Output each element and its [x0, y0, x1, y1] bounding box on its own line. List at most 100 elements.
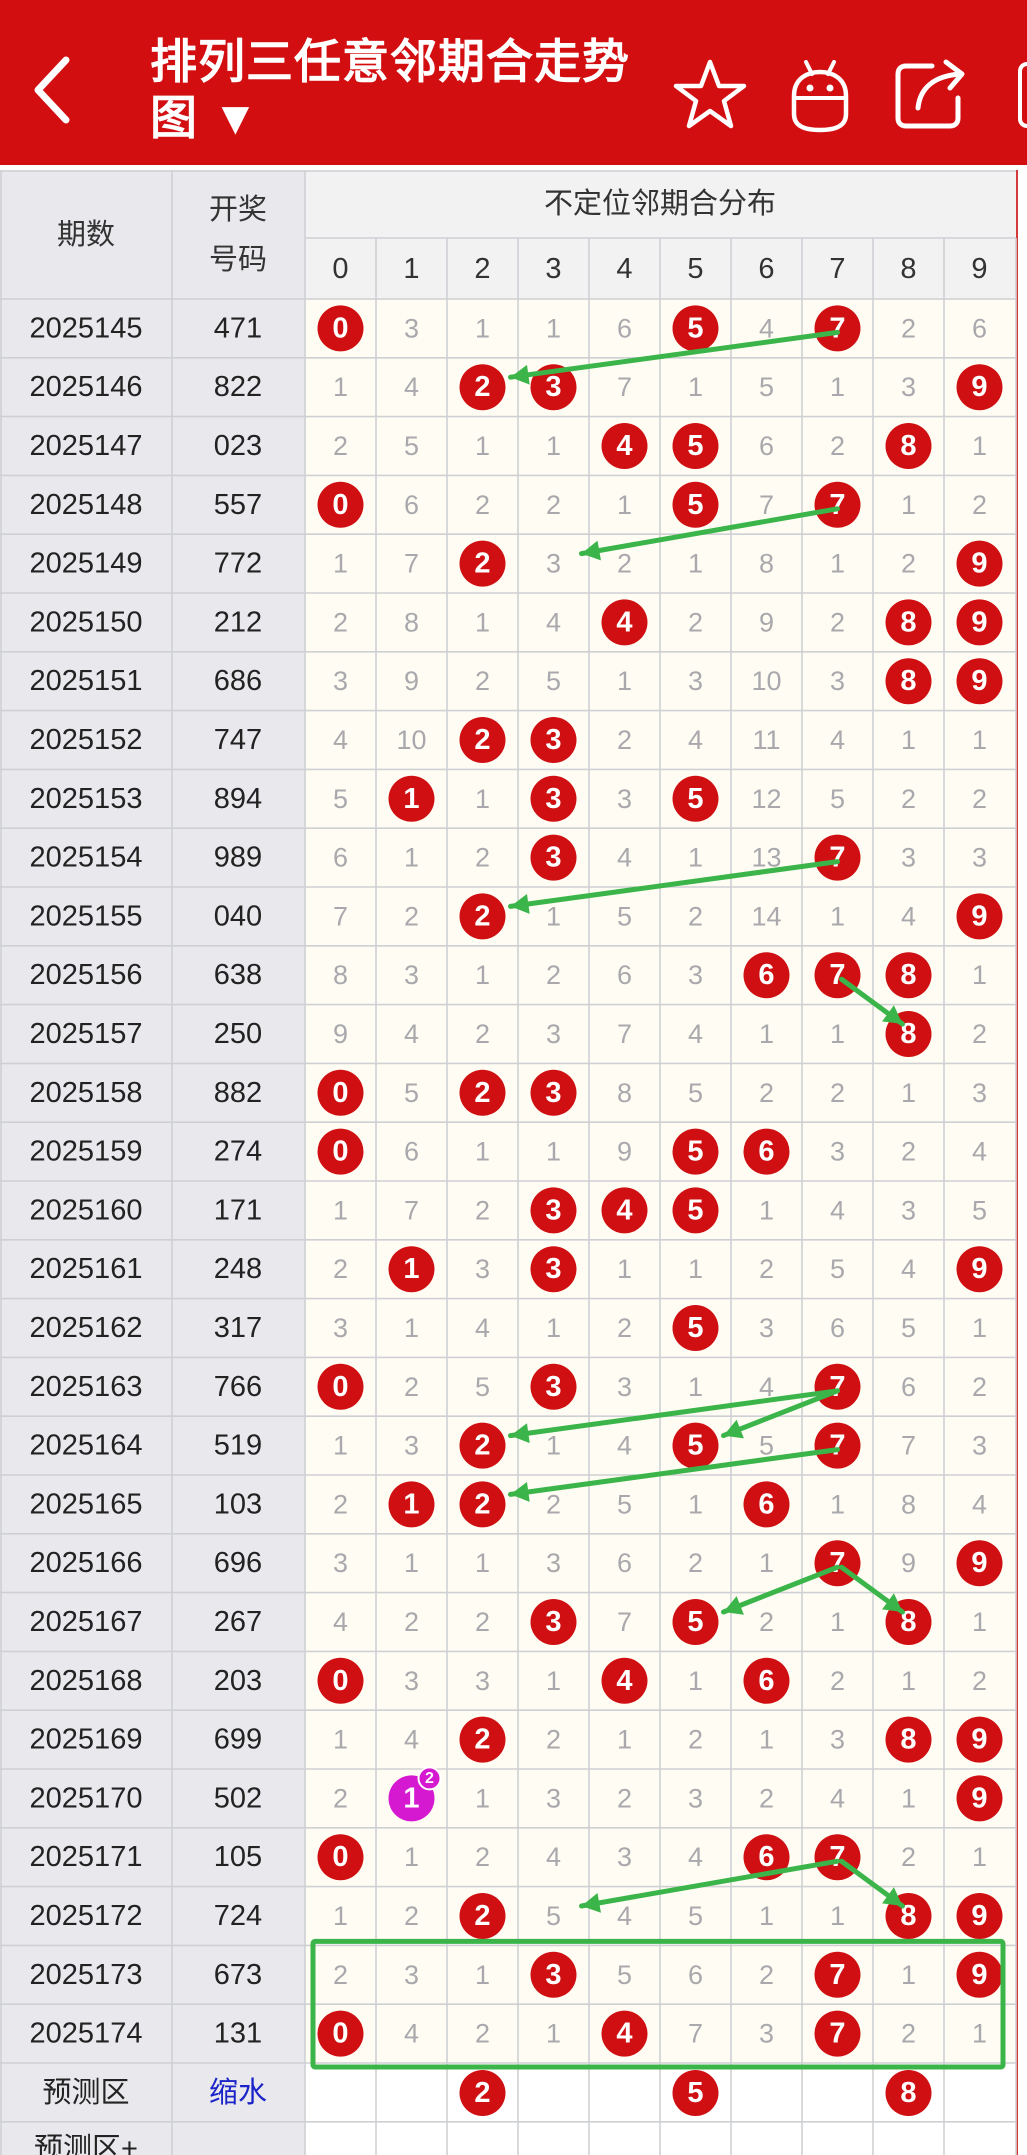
miss-count-cell: 4 — [617, 1431, 632, 1461]
hit-ball-number: 2 — [474, 1900, 490, 1932]
miss-count-cell: 2 — [972, 1372, 987, 1402]
hit-ball-number: 9 — [971, 1782, 987, 1814]
dropdown-arrow-icon[interactable]: ▼ — [212, 91, 260, 144]
prediction-ball[interactable] — [885, 2070, 932, 2116]
page-title-text: 排列三任意邻期合走势图 — [150, 35, 630, 144]
hit-ball-number: 3 — [545, 1371, 561, 1403]
hit-ball-number: 2 — [474, 724, 490, 756]
draw-number-cell: 203 — [214, 1665, 262, 1697]
miss-count-cell: 3 — [546, 1783, 561, 1813]
draw-number-cell: 103 — [214, 1488, 262, 1520]
trend-arrow-line — [508, 329, 840, 380]
page-title[interactable]: 排列三任意邻期合走势图 ▼ — [150, 34, 640, 146]
hit-ball — [317, 1069, 364, 1116]
hit-ball-number: 5 — [687, 430, 703, 462]
miss-count-cell: 9 — [901, 1548, 916, 1578]
miss-count-cell: 5 — [830, 1254, 845, 1284]
hit-ball — [317, 1834, 364, 1881]
hit-ball-number: 3 — [545, 842, 561, 874]
miss-count-cell: 5 — [688, 1078, 703, 1108]
hit-ball-number: 3 — [545, 1077, 561, 1109]
digit-header-7: 7 — [829, 253, 845, 285]
latest-draws-highlight-box — [310, 1938, 1006, 2070]
repeat-badge — [417, 1766, 442, 1791]
miss-count-cell: 2 — [333, 1783, 348, 1813]
miss-count-cell: 1 — [546, 313, 561, 343]
hit-ball-number: 9 — [971, 371, 987, 403]
table-row: 2025154 989 6 1 2 3 4 1 13 7 3 3 — [30, 834, 987, 881]
shrink-link[interactable]: 缩水 — [209, 2076, 267, 2109]
hit-ball-number: 6 — [758, 1665, 774, 1697]
miss-count-cell: 4 — [688, 1842, 703, 1872]
back-arrow-icon[interactable] — [30, 52, 74, 128]
robot-icon[interactable] — [778, 52, 862, 136]
draw-number-cell: 699 — [214, 1724, 262, 1756]
table-row: 2025174 131 0 4 2 1 4 7 3 7 2 1 — [30, 2010, 987, 2057]
issue-cell: 2025171 — [30, 1841, 143, 1873]
miss-count-cell: 3 — [830, 1725, 845, 1755]
miss-count-cell: 3 — [475, 1254, 490, 1284]
miss-count-cell: 1 — [333, 372, 348, 402]
issue-cell: 2025164 — [30, 1430, 143, 1462]
issue-cell: 2025159 — [30, 1136, 143, 1168]
draw-number-cell: 267 — [214, 1606, 262, 1638]
hit-ball — [530, 1069, 577, 1116]
hit-ball-number: 2 — [474, 1488, 490, 1520]
table-row: 2025173 673 2 3 1 3 5 6 2 7 1 9 — [30, 1951, 1003, 1998]
miss-count-cell: 7 — [901, 1431, 916, 1461]
miss-count-cell: 1 — [972, 431, 987, 461]
star-icon[interactable] — [668, 52, 752, 136]
hit-ball-number: 4 — [616, 2018, 632, 2050]
miss-count-cell: 4 — [830, 1783, 845, 1813]
trend-arrow-head — [510, 1482, 530, 1502]
hit-ball-number: 2 — [474, 1724, 490, 1756]
miss-count-cell: 2 — [688, 607, 703, 637]
miss-count-cell: 1 — [688, 549, 703, 579]
miss-count-cell: 7 — [759, 490, 774, 520]
hit-ball — [459, 1893, 506, 1939]
share-icon[interactable] — [888, 52, 972, 136]
miss-count-cell: 3 — [546, 1019, 561, 1049]
prediction-ball[interactable] — [459, 2070, 506, 2116]
hit-ball-number: 3 — [545, 1606, 561, 1638]
draw-number-cell: 317 — [214, 1312, 262, 1344]
hit-ball-number: 8 — [900, 1900, 916, 1932]
hit-ball-number: 9 — [971, 1547, 987, 1579]
miss-count-cell: 6 — [333, 843, 348, 873]
hit-ball-number: 0 — [332, 1665, 348, 1697]
miss-count-cell: 7 — [404, 1195, 419, 1225]
miss-count-cell: 5 — [404, 1078, 419, 1108]
miss-count-cell: 5 — [546, 666, 561, 696]
hit-ball — [672, 481, 719, 528]
hit-ball-number: 8 — [900, 1606, 916, 1638]
left-columns-bg — [0, 170, 305, 2155]
issue-cell: 2025152 — [30, 724, 143, 756]
miss-count-cell: 2 — [404, 1607, 419, 1637]
trend-arrow-head — [882, 1887, 903, 1906]
miss-count-cell: 2 — [901, 784, 916, 814]
issue-cell: 2025153 — [30, 783, 143, 815]
hit-ball — [672, 1422, 719, 1469]
hit-ball — [601, 599, 648, 646]
miss-count-cell: 4 — [546, 607, 561, 637]
prediction-ball-number: 8 — [900, 2077, 916, 2109]
miss-count-cell: 4 — [972, 1489, 987, 1519]
more-menu-edge[interactable] — [1018, 62, 1027, 128]
miss-count-cell: 7 — [333, 901, 348, 931]
prediction-label: 预测区 — [42, 2076, 129, 2109]
hit-ball — [672, 1305, 719, 1351]
hit-ball — [317, 2010, 364, 2057]
miss-count-cell: 1 — [830, 372, 845, 402]
hit-ball — [885, 658, 932, 705]
miss-count-cell: 3 — [617, 1372, 632, 1402]
hit-ball — [530, 1599, 577, 1645]
prediction-ball[interactable] — [672, 2070, 719, 2116]
hit-ball — [459, 1422, 506, 1469]
miss-count-cell: 5 — [404, 431, 419, 461]
issue-cell: 2025158 — [30, 1077, 143, 1109]
hit-ball-number: 8 — [900, 959, 916, 991]
miss-count-cell: 5 — [546, 1901, 561, 1931]
miss-count-cell: 1 — [546, 1137, 561, 1167]
hit-ball — [743, 1834, 790, 1881]
hit-ball-number: 3 — [545, 1959, 561, 1991]
